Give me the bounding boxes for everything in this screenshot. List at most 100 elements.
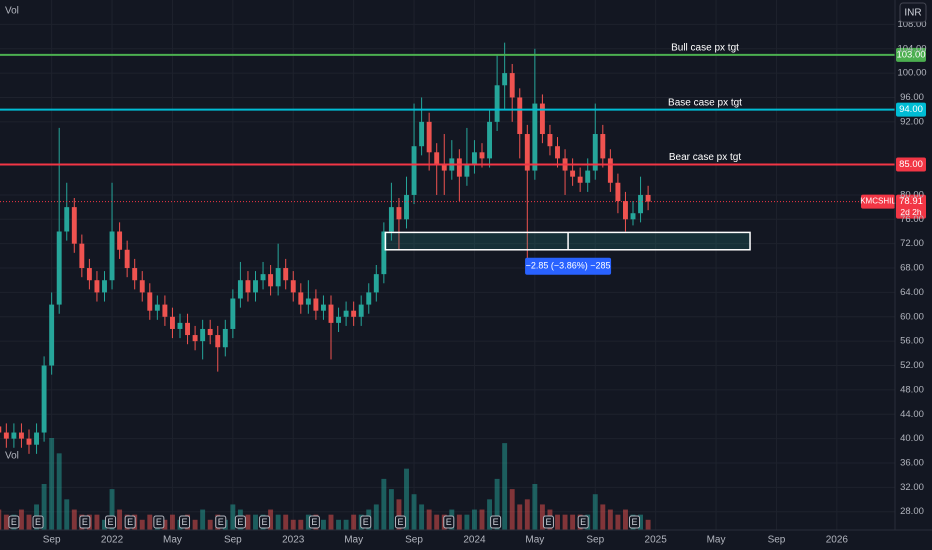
earnings-box: [308, 515, 320, 529]
volume-bar: [147, 514, 153, 530]
candle-body: [404, 194, 409, 220]
candle-body: [645, 194, 651, 202]
candle-body: [502, 73, 508, 86]
candle-body: [139, 280, 145, 293]
candle-body: [615, 182, 621, 202]
volume-bar: [117, 509, 123, 530]
candle-body: [464, 164, 470, 177]
candle-body: [509, 73, 515, 98]
volume-bar: [502, 443, 508, 530]
candle-body: [237, 280, 243, 299]
candle-body: [169, 316, 175, 329]
volume-bar: [41, 484, 47, 530]
volume-bar: [479, 509, 485, 530]
candle-body: [585, 170, 591, 183]
volume-bar: [283, 514, 289, 530]
candle-body: [555, 146, 560, 159]
volume-bar: [320, 519, 326, 530]
earnings-label: E: [127, 517, 133, 527]
volume-bar: [570, 514, 576, 530]
earnings-box: [124, 515, 136, 529]
earnings-box: [79, 515, 91, 529]
candle-body: [102, 280, 107, 293]
y-tick-label: 36.00: [900, 458, 924, 469]
candle-body: [600, 134, 606, 159]
candle-body: [517, 97, 523, 135]
level-name: Bull case px tgt: [671, 42, 739, 53]
earnings-label: E: [182, 517, 188, 527]
volume-bar: [305, 514, 311, 530]
candle-body: [268, 274, 274, 287]
volume-bar: [373, 504, 379, 530]
x-tick-label: 2024: [463, 535, 486, 546]
candle-body: [275, 268, 281, 287]
candle-body: [305, 298, 311, 305]
volume-bar: [102, 519, 107, 530]
y-tick-label: 68.00: [900, 263, 924, 274]
earnings-label: E: [311, 517, 317, 527]
candle-body: [64, 207, 70, 232]
earnings-label: E: [11, 517, 17, 527]
earnings-label: E: [156, 517, 162, 527]
earnings-label: E: [580, 517, 586, 527]
earnings-label: E: [632, 517, 638, 527]
volume-bar: [562, 514, 568, 530]
volume-bar: [487, 499, 493, 530]
measure-label-bg: [525, 257, 612, 275]
y-tick-label: 40.00: [900, 433, 924, 444]
candle-body: [245, 280, 251, 293]
level-price-bg: [896, 102, 926, 117]
candle-body: [426, 121, 432, 153]
candle-body: [607, 158, 613, 183]
candle-body: [49, 304, 55, 366]
y-tick-label: 76.00: [900, 214, 924, 225]
candle-body: [328, 304, 334, 323]
candle-body: [290, 280, 296, 293]
candle-body: [71, 207, 77, 244]
volume-bar: [396, 499, 402, 530]
volume-bar: [290, 519, 296, 530]
earnings-label: E: [237, 517, 243, 527]
x-tick-label: Sep: [405, 535, 423, 546]
level-price-bg: [896, 47, 926, 62]
volume-bar: [509, 489, 515, 530]
candle-body: [34, 432, 39, 445]
earnings-box: [490, 515, 502, 529]
legend-top: Vol: [5, 6, 19, 17]
volume-label: Vol: [5, 451, 19, 462]
x-tick-label: 2023: [282, 535, 305, 546]
volume-bar: [615, 514, 621, 530]
candle-body: [177, 322, 183, 329]
currency[interactable]: INR: [904, 8, 921, 19]
y-tick-label: 44.00: [900, 409, 924, 420]
y-tick-label: 28.00: [900, 506, 924, 517]
volume-bar: [388, 489, 394, 530]
volume-bar: [268, 509, 274, 530]
candle-body: [411, 146, 417, 195]
volume-bar: [472, 509, 477, 530]
candle-body: [230, 298, 236, 329]
candle-body: [11, 432, 17, 439]
volume-bar: [94, 514, 100, 530]
candle-body: [192, 335, 198, 342]
candle-body: [343, 310, 349, 317]
volume-bar: [245, 514, 251, 530]
y-tick-label: 80.00: [900, 189, 924, 200]
candle-body: [207, 328, 213, 336]
volume-bar: [494, 478, 500, 530]
candle-body: [539, 103, 545, 135]
y-tick-label: 96.00: [900, 92, 924, 103]
x-tick-label: Sep: [768, 535, 786, 546]
x-tick-label: Sep: [586, 535, 604, 546]
candle-body: [117, 231, 123, 250]
currency-button[interactable]: [899, 2, 927, 23]
x-tick-label: May: [707, 535, 726, 546]
candle-body: [56, 231, 62, 305]
grid: [0, 0, 895, 530]
volume-bar: [139, 519, 145, 530]
volume-bar: [71, 509, 77, 530]
volume-bar: [207, 519, 213, 530]
volume-bar: [298, 519, 304, 530]
